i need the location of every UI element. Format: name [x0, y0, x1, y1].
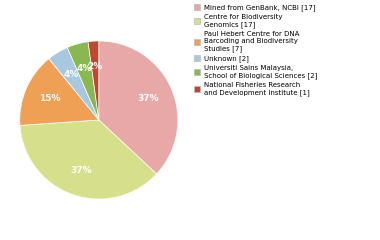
Wedge shape	[20, 59, 99, 125]
Text: 4%: 4%	[63, 70, 79, 78]
Wedge shape	[49, 48, 99, 120]
Text: 37%: 37%	[70, 166, 92, 175]
Text: 15%: 15%	[39, 94, 60, 103]
Text: 4%: 4%	[77, 64, 92, 73]
Text: 37%: 37%	[137, 94, 159, 103]
Text: 2%: 2%	[87, 62, 103, 71]
Wedge shape	[67, 42, 99, 120]
Wedge shape	[99, 41, 178, 174]
Legend: Mined from GenBank, NCBI [17], Centre for Biodiversity
Genomics [17], Paul Heber: Mined from GenBank, NCBI [17], Centre fo…	[193, 3, 318, 96]
Wedge shape	[20, 120, 157, 199]
Wedge shape	[88, 41, 99, 120]
